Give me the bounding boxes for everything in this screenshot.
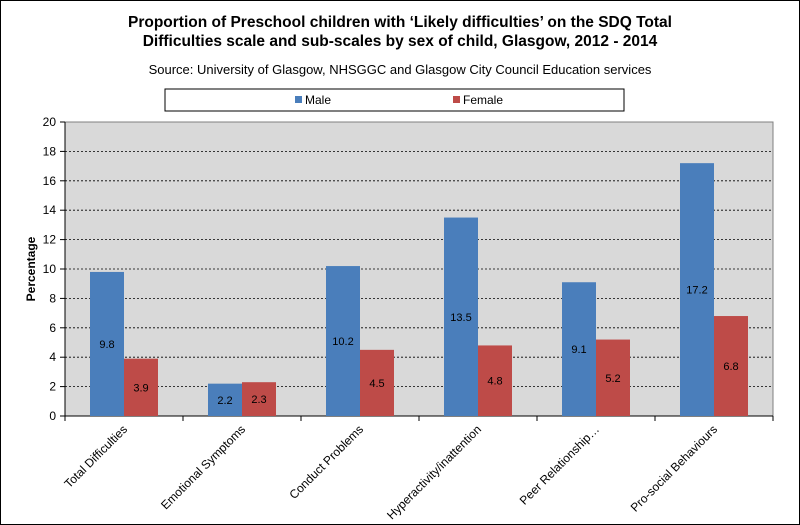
data-label-female: 2.3 <box>251 394 266 406</box>
data-label-male: 17.2 <box>686 285 707 297</box>
y-tick-label: 18 <box>43 144 57 158</box>
x-tick-label: Pro-social Behaviours <box>628 422 720 514</box>
data-label-male: 9.8 <box>99 339 114 351</box>
bar-male <box>208 383 242 416</box>
data-label-male: 10.2 <box>332 336 353 348</box>
data-label-male: 13.5 <box>450 312 471 324</box>
y-tick-label: 2 <box>49 380 56 394</box>
data-label-female: 5.2 <box>605 373 620 385</box>
x-tick-label: Hyperactivity/inattention <box>384 422 484 522</box>
data-label-female: 4.8 <box>487 376 502 388</box>
x-tick-label: Total Difficulties <box>61 422 130 491</box>
bar-male <box>680 163 714 416</box>
bar-female <box>360 349 394 416</box>
bar-female <box>124 358 158 416</box>
y-tick-label: 8 <box>49 291 56 305</box>
bar-female <box>596 339 630 416</box>
y-axis-label: Percentage <box>24 236 38 301</box>
bar-male <box>326 266 360 416</box>
chart-title-line-1: Proportion of Preschool children with ‘L… <box>128 14 672 31</box>
bar-female <box>478 345 512 416</box>
bar-male <box>444 217 478 416</box>
x-tick-label: Peer Relationship… <box>517 422 602 507</box>
bar-male <box>562 282 596 416</box>
bar-male <box>90 271 124 416</box>
data-label-female: 3.9 <box>133 382 148 394</box>
y-tick-label: 6 <box>49 321 56 335</box>
chart-subtitle: Source: University of Glasgow, NHSGGC an… <box>148 62 652 77</box>
y-tick-label: 4 <box>49 350 56 364</box>
y-tick-label: 0 <box>49 409 56 423</box>
x-tick-label: Conduct Problems <box>286 422 366 502</box>
legend-box <box>164 88 625 112</box>
legend-label-female: Female <box>463 93 503 107</box>
legend-label-male: Male <box>305 93 331 107</box>
data-label-male: 9.1 <box>571 344 586 356</box>
data-label-male: 2.2 <box>217 395 232 407</box>
data-label-female: 6.8 <box>723 361 738 373</box>
y-tick-label: 20 <box>43 115 57 129</box>
chart-title-line-2: Difficulties scale and sub-scales by sex… <box>142 33 658 50</box>
bar-female <box>242 382 276 416</box>
data-label-female: 4.5 <box>369 378 384 390</box>
x-tick-label: Emotional Symptoms <box>158 422 248 512</box>
y-tick-label: 10 <box>43 262 57 276</box>
y-tick-label: 16 <box>43 174 57 188</box>
y-tick-label: 14 <box>43 203 57 217</box>
bar-female <box>714 316 748 416</box>
legend-swatch-male <box>295 96 302 103</box>
legend-swatch-female <box>453 96 460 103</box>
y-tick-label: 12 <box>43 233 57 247</box>
